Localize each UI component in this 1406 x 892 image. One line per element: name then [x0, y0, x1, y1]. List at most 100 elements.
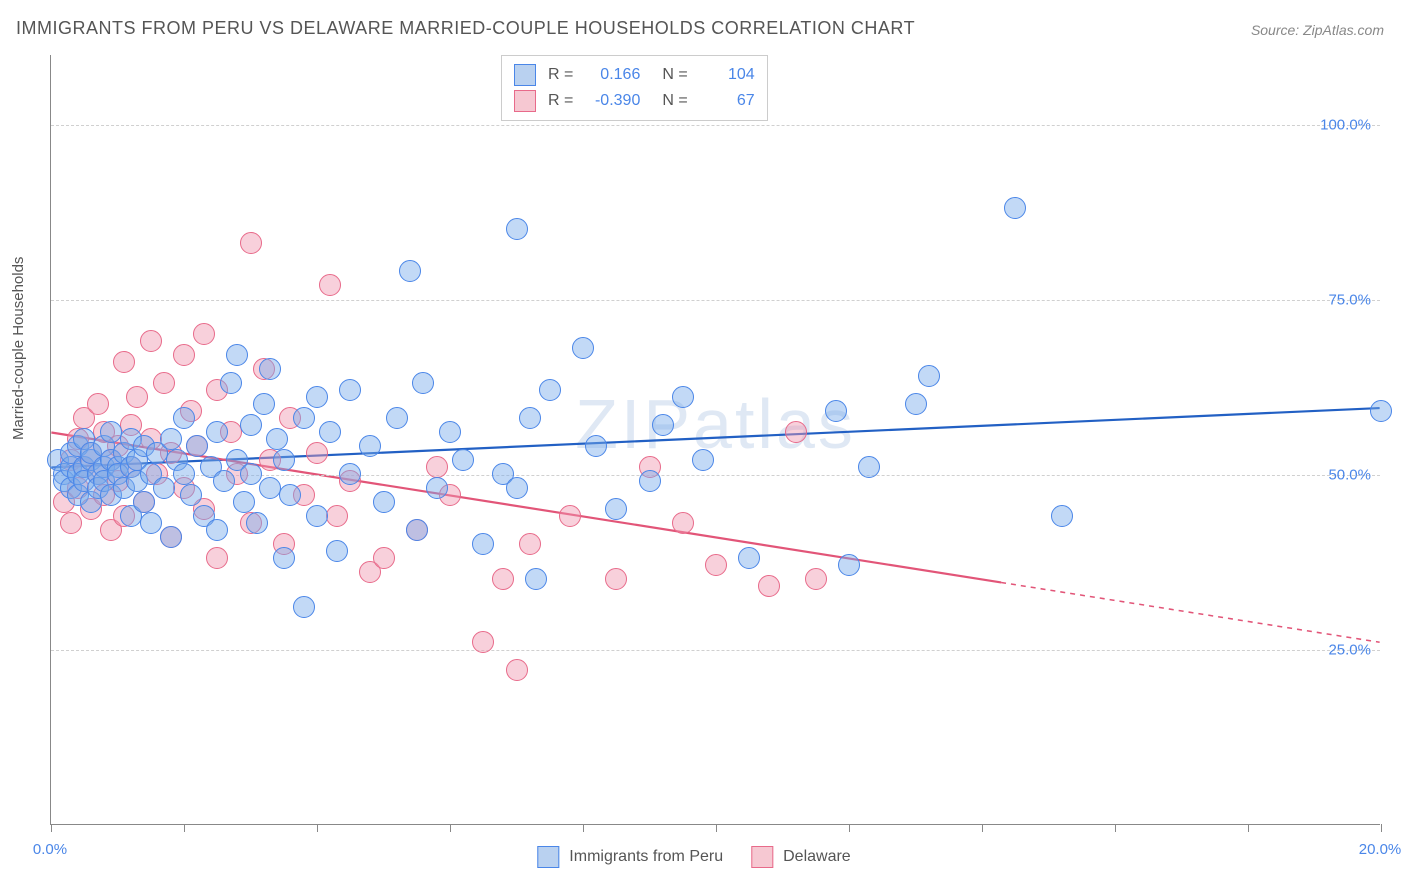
- scatter-point-peru: [246, 512, 268, 534]
- scatter-point-peru: [472, 533, 494, 555]
- scatter-point-peru: [1004, 197, 1026, 219]
- plot-area: ZIPatlas R =0.166N =104R =-0.390N =67 25…: [50, 55, 1380, 825]
- scatter-point-delaware: [153, 372, 175, 394]
- scatter-point-peru: [293, 596, 315, 618]
- x-tick: [184, 824, 185, 832]
- scatter-point-peru: [386, 407, 408, 429]
- scatter-point-delaware: [519, 533, 541, 555]
- scatter-point-peru: [133, 491, 155, 513]
- scatter-point-peru: [918, 365, 940, 387]
- x-tick: [317, 824, 318, 832]
- scatter-point-peru: [180, 484, 202, 506]
- trend-lines: [51, 55, 1380, 824]
- scatter-point-peru: [220, 372, 242, 394]
- legend-swatch: [751, 846, 773, 868]
- scatter-point-peru: [173, 463, 195, 485]
- gridline: [51, 300, 1380, 301]
- scatter-point-peru: [585, 435, 607, 457]
- scatter-point-delaware: [173, 344, 195, 366]
- scatter-point-peru: [1051, 505, 1073, 527]
- scatter-point-delaware: [126, 386, 148, 408]
- scatter-point-peru: [652, 414, 674, 436]
- scatter-point-peru: [206, 421, 228, 443]
- legend-n-value: 104: [700, 66, 755, 84]
- scatter-point-peru: [905, 393, 927, 415]
- x-tick: [982, 824, 983, 832]
- scatter-point-delaware: [193, 323, 215, 345]
- scatter-point-peru: [273, 547, 295, 569]
- scatter-point-peru: [525, 568, 547, 590]
- x-tick-label: 20.0%: [1359, 841, 1402, 858]
- scatter-point-delaware: [113, 351, 135, 373]
- scatter-point-peru: [240, 463, 262, 485]
- legend-r-value: 0.166: [585, 66, 640, 84]
- scatter-point-peru: [266, 428, 288, 450]
- scatter-point-delaware: [472, 631, 494, 653]
- scatter-point-peru: [233, 491, 255, 513]
- scatter-point-peru: [306, 505, 328, 527]
- y-tick-label: 25.0%: [1328, 642, 1383, 659]
- scatter-point-peru: [825, 400, 847, 422]
- scatter-point-peru: [373, 491, 395, 513]
- scatter-point-peru: [605, 498, 627, 520]
- scatter-point-peru: [206, 519, 228, 541]
- scatter-point-delaware: [785, 421, 807, 443]
- legend-r-label: R =: [548, 92, 573, 110]
- source-label: Source: ZipAtlas.com: [1251, 22, 1384, 38]
- scatter-point-peru: [160, 526, 182, 548]
- scatter-point-delaware: [240, 232, 262, 254]
- scatter-point-peru: [858, 456, 880, 478]
- scatter-point-delaware: [206, 547, 228, 569]
- scatter-point-peru: [519, 407, 541, 429]
- scatter-point-delaware: [373, 547, 395, 569]
- legend-swatch: [537, 846, 559, 868]
- legend-n-value: 67: [700, 92, 755, 110]
- x-tick: [1381, 824, 1382, 832]
- scatter-point-peru: [186, 435, 208, 457]
- scatter-point-peru: [692, 449, 714, 471]
- scatter-point-peru: [160, 428, 182, 450]
- scatter-point-peru: [838, 554, 860, 576]
- x-tick: [1115, 824, 1116, 832]
- scatter-point-peru: [506, 477, 528, 499]
- x-tick-label: 0.0%: [33, 841, 67, 858]
- scatter-point-peru: [226, 344, 248, 366]
- scatter-point-delaware: [492, 568, 514, 590]
- gridline: [51, 650, 1380, 651]
- scatter-point-peru: [639, 470, 661, 492]
- scatter-point-delaware: [326, 505, 348, 527]
- x-tick: [849, 824, 850, 832]
- scatter-point-peru: [259, 358, 281, 380]
- scatter-point-peru: [319, 421, 341, 443]
- scatter-point-peru: [240, 414, 262, 436]
- scatter-point-peru: [259, 477, 281, 499]
- scatter-point-peru: [452, 449, 474, 471]
- y-tick-label: 50.0%: [1328, 467, 1383, 484]
- y-tick-label: 100.0%: [1320, 117, 1383, 134]
- scatter-point-peru: [412, 372, 434, 394]
- scatter-point-peru: [213, 470, 235, 492]
- scatter-point-peru: [672, 386, 694, 408]
- scatter-point-delaware: [306, 442, 328, 464]
- gridline: [51, 125, 1380, 126]
- x-tick: [1248, 824, 1249, 832]
- scatter-point-delaware: [672, 512, 694, 534]
- scatter-point-delaware: [319, 274, 341, 296]
- watermark: ZIPatlas: [575, 384, 856, 464]
- scatter-point-peru: [173, 407, 195, 429]
- chart-title: IMMIGRANTS FROM PERU VS DELAWARE MARRIED…: [16, 18, 915, 39]
- scatter-point-delaware: [559, 505, 581, 527]
- scatter-point-peru: [406, 519, 428, 541]
- scatter-point-peru: [253, 393, 275, 415]
- x-tick: [51, 824, 52, 832]
- legend-n-label: N =: [662, 92, 687, 110]
- scatter-point-delaware: [87, 393, 109, 415]
- trend-line-delaware-dashed: [1001, 582, 1380, 642]
- chart-container: IMMIGRANTS FROM PERU VS DELAWARE MARRIED…: [0, 0, 1406, 892]
- scatter-point-peru: [399, 260, 421, 282]
- legend-stat-row: R =0.166N =104: [514, 62, 755, 88]
- scatter-point-delaware: [506, 659, 528, 681]
- scatter-point-peru: [339, 463, 361, 485]
- scatter-point-peru: [426, 477, 448, 499]
- legend-series-label: Immigrants from Peru: [569, 848, 723, 866]
